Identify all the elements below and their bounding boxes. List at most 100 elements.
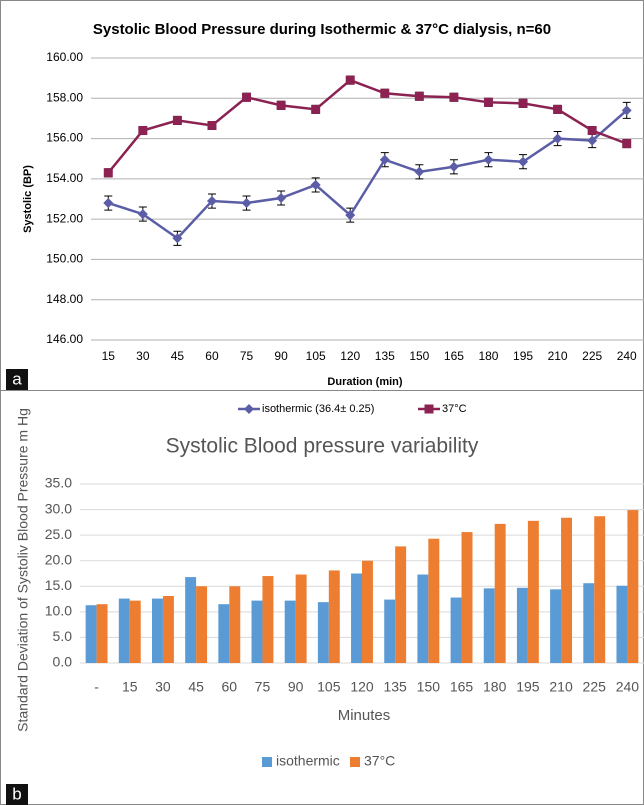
y-axis-label: Standard Deviation of Systoliv Blood Pre…	[15, 408, 31, 732]
y-tick-label: 156.00	[46, 131, 83, 145]
x-tick-label: 15	[122, 679, 138, 695]
x-tick-label: 225	[583, 679, 607, 695]
bar	[118, 598, 130, 663]
marker	[172, 233, 183, 244]
x-tick-label: 210	[549, 679, 573, 695]
marker	[587, 126, 597, 136]
bar	[594, 516, 606, 663]
y-tick-label: 10.0	[45, 603, 72, 619]
marker	[449, 92, 459, 102]
x-tick-label: 90	[288, 679, 304, 695]
x-axis-label: Duration (min)	[327, 376, 402, 388]
x-tick-label: -	[94, 679, 99, 695]
y-tick-label: 35.0	[45, 475, 72, 491]
panel-label-box	[6, 784, 28, 805]
x-tick-label: 60	[222, 679, 238, 695]
marker	[345, 210, 356, 221]
x-tick-label: 60	[205, 349, 219, 363]
x-tick-label: 45	[188, 679, 204, 695]
x-tick-label: 180	[483, 679, 507, 695]
y-tick-label: 15.0	[45, 577, 72, 593]
panel-label-box	[6, 369, 28, 390]
x-tick-label: 195	[513, 349, 533, 363]
x-tick-label: 135	[375, 349, 395, 363]
marker	[103, 168, 113, 178]
marker	[518, 156, 529, 167]
bar	[162, 596, 174, 663]
legend-swatch	[262, 757, 272, 767]
bar	[328, 570, 340, 663]
legend-label: isothermic (36.4± 0.25)	[262, 403, 374, 415]
y-tick-label: 25.0	[45, 526, 72, 542]
bar	[284, 600, 296, 663]
bar	[583, 583, 595, 663]
bar	[362, 560, 373, 663]
bar	[251, 600, 263, 663]
marker	[483, 97, 493, 107]
x-tick-label: 75	[240, 349, 254, 363]
panel-label: b	[12, 784, 21, 803]
y-tick-label: 160.00	[46, 50, 83, 64]
x-tick-label: 45	[171, 349, 185, 363]
x-tick-label: 165	[450, 679, 474, 695]
marker	[379, 154, 390, 165]
bar	[185, 577, 197, 663]
panel-label: a	[12, 369, 22, 388]
x-tick-label: 30	[155, 679, 171, 695]
bar	[229, 586, 241, 663]
marker	[244, 404, 254, 414]
x-tick-label: 240	[617, 349, 637, 363]
x-tick-label: 225	[582, 349, 602, 363]
x-tick-label: 135	[383, 679, 407, 695]
x-tick-label: 105	[306, 349, 326, 363]
bar	[384, 599, 396, 663]
marker	[380, 88, 390, 98]
y-tick-label: 148.00	[46, 292, 83, 306]
bar	[550, 589, 562, 663]
x-tick-label: 210	[548, 349, 568, 363]
marker	[311, 104, 321, 114]
bar	[96, 604, 108, 663]
bar	[417, 574, 429, 663]
marker	[345, 75, 355, 85]
x-tick-label: 150	[409, 349, 429, 363]
marker	[207, 120, 217, 130]
bar	[516, 587, 528, 663]
bar	[616, 585, 628, 663]
marker	[138, 126, 148, 136]
y-tick-label: 146.00	[46, 332, 83, 346]
x-tick-label: 105	[317, 679, 341, 695]
chart-title: Systolic Blood pressure variability	[166, 435, 479, 458]
legend-swatch	[350, 757, 360, 767]
bar	[218, 604, 230, 663]
bar	[351, 573, 362, 663]
marker	[206, 196, 217, 207]
marker	[241, 198, 252, 209]
y-tick-label: 30.0	[45, 500, 72, 516]
bar	[494, 523, 506, 663]
legend-label: 37°C	[364, 753, 395, 769]
bar	[196, 586, 208, 663]
marker	[483, 154, 494, 165]
bar	[483, 588, 495, 663]
bar	[395, 546, 407, 663]
marker	[137, 209, 148, 220]
bar	[450, 597, 462, 663]
x-tick-label: 180	[478, 349, 498, 363]
bar	[317, 602, 329, 663]
x-tick-label: 30	[136, 349, 150, 363]
bar	[527, 520, 539, 663]
bar	[85, 605, 97, 663]
x-tick-label: 240	[616, 679, 640, 695]
bar	[561, 517, 573, 663]
chart-title: Systolic Blood Pressure during Isothermi…	[93, 21, 551, 38]
y-tick-label: 20.0	[45, 551, 72, 567]
marker	[424, 404, 434, 414]
marker	[518, 98, 528, 108]
x-tick-label: 90	[274, 349, 288, 363]
y-tick-label: 154.00	[46, 171, 83, 185]
marker	[242, 92, 252, 102]
legend-label: 37°C	[442, 403, 467, 415]
x-axis-label: Minutes	[338, 707, 391, 724]
